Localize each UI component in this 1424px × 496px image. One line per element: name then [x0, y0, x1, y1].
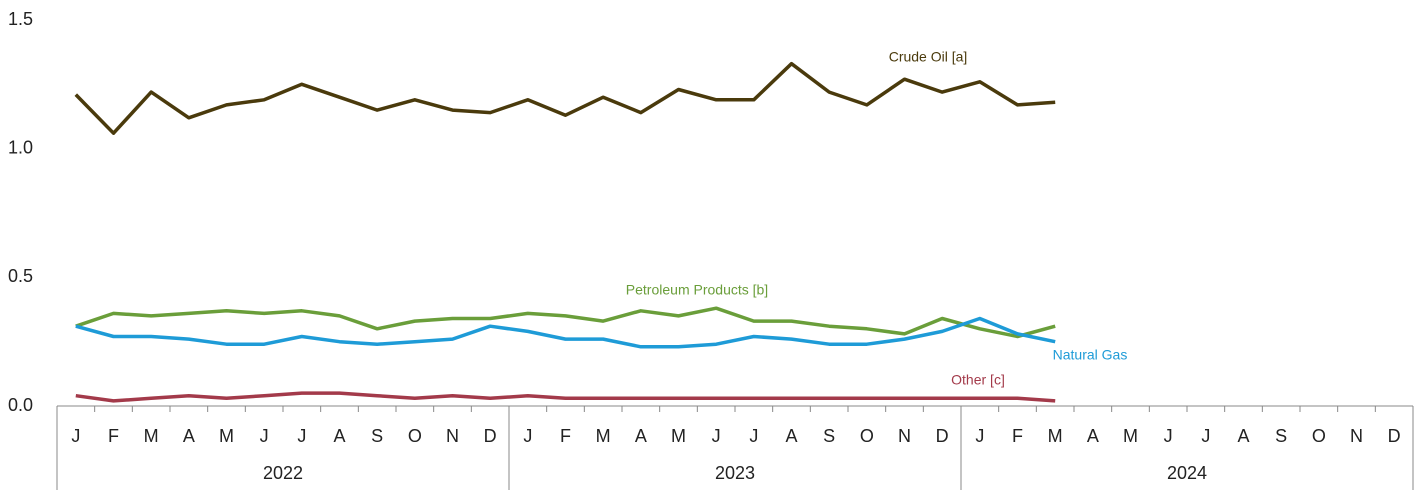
x-tick-label: O	[860, 426, 874, 446]
x-tick-label: J	[523, 426, 532, 446]
series-label: Crude Oil [a]	[889, 49, 968, 65]
x-tick-label: M	[1123, 426, 1138, 446]
x-tick-label: A	[183, 426, 195, 446]
x-tick-label: S	[1275, 426, 1287, 446]
x-tick-label: J	[1201, 426, 1210, 446]
x-tick-label: M	[596, 426, 611, 446]
series-line	[74, 61, 1056, 135]
x-tick-label: D	[1388, 426, 1401, 446]
x-tick-label: A	[785, 426, 797, 446]
x-tick-label: N	[898, 426, 911, 446]
x-tick-label: M	[219, 426, 234, 446]
y-tick-label: 0.0	[8, 395, 33, 415]
x-tick-label: J	[297, 426, 306, 446]
x-tick-label: F	[108, 426, 119, 446]
group-label: 2024	[1167, 463, 1207, 483]
x-tick-label: J	[712, 426, 721, 446]
series-label: Other [c]	[951, 372, 1005, 388]
y-tick-label: 0.5	[8, 266, 33, 286]
series-line	[75, 391, 1056, 403]
x-tick-label: J	[1164, 426, 1173, 446]
x-tick-label: F	[1012, 426, 1023, 446]
x-tick-label: J	[71, 426, 80, 446]
x-tick-label: A	[1087, 426, 1099, 446]
group-label: 2022	[263, 463, 303, 483]
series-label: Natural Gas	[1053, 347, 1128, 363]
group-label: 2023	[715, 463, 755, 483]
x-tick-label: M	[1048, 426, 1063, 446]
x-tick-label: J	[975, 426, 984, 446]
x-tick-label: O	[408, 426, 422, 446]
x-tick-label: A	[1237, 426, 1249, 446]
x-tick-label: S	[371, 426, 383, 446]
x-tick-label: A	[333, 426, 345, 446]
x-tick-label: F	[560, 426, 571, 446]
x-tick-label: D	[484, 426, 497, 446]
x-tick-label: S	[823, 426, 835, 446]
series-line	[75, 316, 1056, 349]
x-tick-label: N	[446, 426, 459, 446]
x-tick-label: M	[671, 426, 686, 446]
x-tick-label: O	[1312, 426, 1326, 446]
x-tick-label: D	[936, 426, 949, 446]
series-label: Petroleum Products [b]	[626, 282, 768, 298]
x-tick-label: J	[260, 426, 269, 446]
y-tick-label: 1.0	[8, 137, 33, 157]
x-tick-label: N	[1350, 426, 1363, 446]
series-line	[75, 306, 1056, 339]
x-tick-label: A	[635, 426, 647, 446]
y-tick-label: 1.5	[8, 9, 33, 29]
x-tick-label: M	[144, 426, 159, 446]
x-tick-label: J	[749, 426, 758, 446]
